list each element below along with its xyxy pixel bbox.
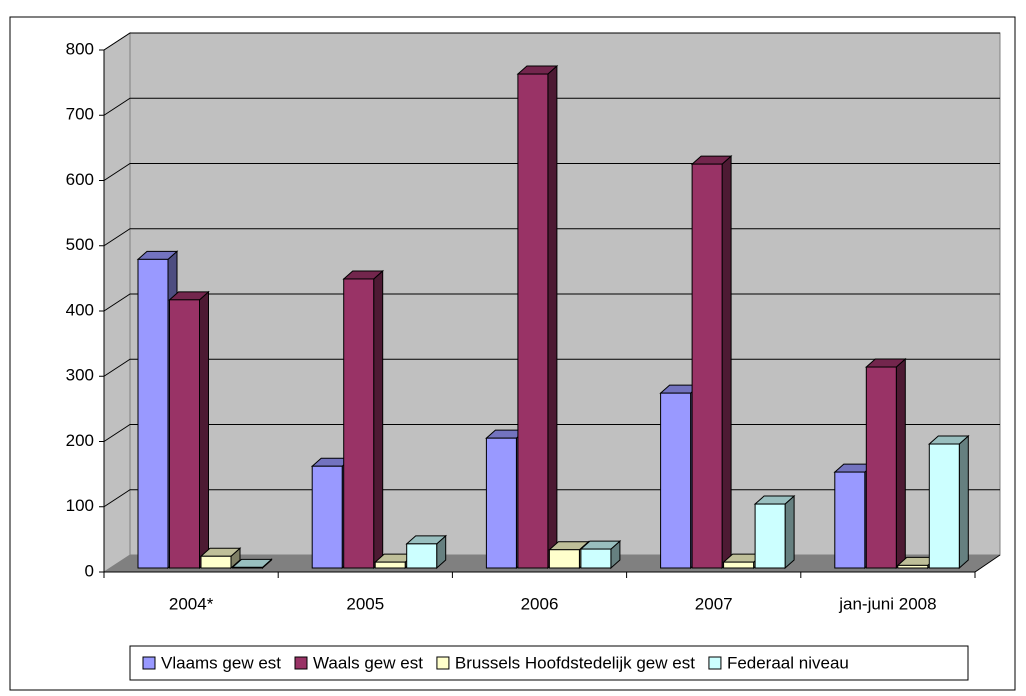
- y-tick-label: 500: [66, 235, 94, 254]
- legend-swatch: [142, 656, 156, 670]
- legend-swatch: [436, 656, 450, 670]
- bar: [834, 471, 866, 569]
- x-tick-label: 2007: [695, 594, 733, 613]
- y-tick-label: 400: [66, 300, 94, 319]
- bar: [723, 561, 755, 569]
- y-tick-label: 700: [66, 105, 94, 124]
- bar-side: [721, 154, 732, 570]
- bar-side: [784, 494, 795, 570]
- bar: [406, 543, 438, 569]
- bar: [485, 437, 517, 569]
- bar: [660, 392, 692, 569]
- bar: [928, 443, 960, 569]
- bar-side: [547, 64, 558, 570]
- bar: [311, 465, 343, 569]
- bar: [169, 299, 200, 569]
- bar: [517, 73, 549, 569]
- bar: [754, 503, 786, 569]
- bar: [691, 163, 723, 569]
- y-tick-label: 800: [66, 39, 94, 58]
- grid-line: [103, 32, 1000, 51]
- x-tick-label: jan-juni 2008: [838, 594, 936, 613]
- x-tick-label: 2005: [346, 594, 384, 613]
- bar: [232, 566, 263, 569]
- bar: [343, 278, 375, 569]
- x-tick-label: 2006: [521, 594, 559, 613]
- y-tick-label: 100: [66, 496, 94, 515]
- legend: [129, 645, 969, 681]
- bar: [548, 549, 580, 569]
- legend-swatch: [708, 656, 722, 670]
- bar-side: [199, 290, 209, 570]
- bar: [865, 366, 897, 569]
- legend-label: Waals gew est: [313, 653, 423, 672]
- y-tick-label: 600: [66, 170, 94, 189]
- y-tick-label: 0: [85, 561, 94, 580]
- bar: [897, 564, 929, 569]
- bar-side: [895, 357, 906, 570]
- bar: [374, 561, 406, 569]
- bar-side: [958, 434, 969, 570]
- y-tick-label: 200: [66, 431, 94, 450]
- grid-line: [103, 97, 1000, 116]
- bar-side: [373, 269, 384, 570]
- bar: [580, 548, 612, 569]
- bar: [200, 555, 232, 569]
- x-tick-label: 2004*: [169, 594, 214, 613]
- bar: [137, 258, 169, 569]
- legend-swatch: [294, 656, 308, 670]
- legend-label: Federaal niveau: [727, 653, 849, 672]
- y-tick-label: 300: [66, 366, 94, 385]
- legend-label: Vlaams gew est: [161, 653, 281, 672]
- legend-label: Brussels Hoofdstedelijk gew est: [455, 653, 695, 672]
